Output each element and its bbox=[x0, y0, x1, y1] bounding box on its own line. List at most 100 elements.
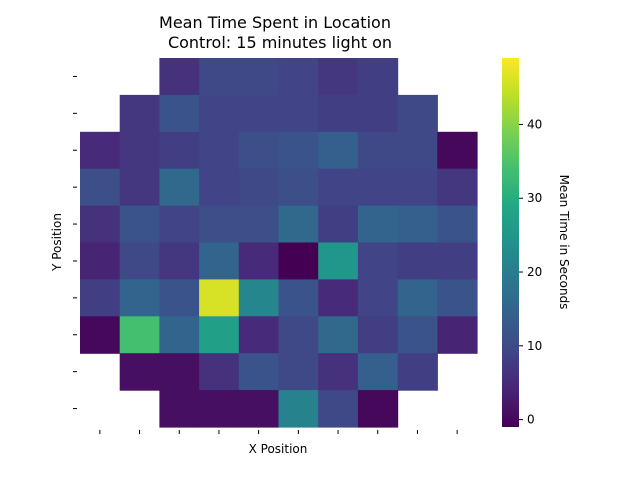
heatmap-cell bbox=[119, 279, 160, 317]
heatmap-cell bbox=[80, 279, 121, 317]
heatmap-cell bbox=[318, 205, 359, 244]
heatmap-cell bbox=[397, 131, 438, 170]
heatmap-cell bbox=[278, 279, 319, 317]
heatmap-cell bbox=[278, 168, 319, 207]
heatmap-cell bbox=[199, 279, 240, 317]
heatmap-cell bbox=[318, 131, 359, 170]
heatmap-cell bbox=[159, 94, 200, 133]
heatmap-cell bbox=[80, 205, 121, 244]
heatmap-cell bbox=[238, 242, 280, 280]
heatmap-cell bbox=[437, 242, 478, 280]
heatmap-cell bbox=[199, 94, 240, 133]
heatmap-cell bbox=[437, 168, 478, 207]
heatmap-cell bbox=[199, 168, 240, 207]
heatmap-cell bbox=[318, 242, 359, 280]
chart-title-line2: Control: 15 minutes light on bbox=[168, 33, 392, 52]
heatmap-cell bbox=[238, 168, 280, 207]
heatmap-cell bbox=[119, 316, 160, 354]
colorbar-label: Mean Time in Seconds bbox=[557, 175, 571, 310]
heatmap-cell bbox=[238, 316, 280, 354]
colorbar-tick-label: 20 bbox=[527, 265, 542, 279]
heatmap-cell bbox=[199, 353, 240, 391]
heatmap-cell bbox=[397, 242, 438, 280]
colorbar bbox=[502, 58, 519, 427]
heatmap-cell bbox=[357, 390, 399, 428]
heatmap-cell bbox=[119, 94, 160, 133]
heatmap-cell bbox=[437, 279, 478, 317]
heatmap-cell bbox=[278, 94, 319, 133]
colorbar-tick-label: 30 bbox=[527, 191, 542, 205]
heatmap-cell bbox=[159, 279, 200, 317]
heatmap-cell bbox=[238, 390, 280, 428]
heatmap-cell bbox=[80, 242, 121, 280]
heatmap-cell bbox=[199, 316, 240, 354]
heatmap-cell bbox=[119, 205, 160, 244]
heatmap-cell bbox=[238, 205, 280, 244]
heatmap-cell bbox=[199, 131, 240, 170]
heatmap-cell bbox=[119, 242, 160, 280]
colorbar-ticks: 0 10 20 30 40 bbox=[519, 117, 542, 427]
heatmap-cell bbox=[159, 242, 200, 280]
heatmap-cell bbox=[278, 316, 319, 354]
heatmap-cell bbox=[199, 242, 240, 280]
heatmap-cell bbox=[80, 168, 121, 207]
heatmap-cell bbox=[159, 390, 200, 428]
heatmap-cell bbox=[159, 205, 200, 244]
heatmap-cell bbox=[357, 205, 399, 244]
heatmap-cell bbox=[357, 94, 399, 133]
heatmap-cell bbox=[318, 353, 359, 391]
heatmap-cell bbox=[278, 131, 319, 170]
heatmap-cells bbox=[80, 58, 478, 428]
heatmap-cell bbox=[199, 58, 240, 96]
colorbar-tick-label: 10 bbox=[527, 339, 542, 353]
colorbar-tick-label: 40 bbox=[527, 117, 542, 131]
heatmap-cell bbox=[238, 131, 280, 170]
heatmap-cell bbox=[278, 353, 319, 391]
heatmap-cell bbox=[159, 58, 200, 96]
heatmap-cell bbox=[397, 316, 438, 354]
heatmap-cell bbox=[80, 131, 121, 170]
heatmap-cell bbox=[357, 242, 399, 280]
heatmap-cell bbox=[397, 94, 438, 133]
heatmap-cell bbox=[159, 131, 200, 170]
chart-title-line1: Mean Time Spent in Location bbox=[159, 13, 391, 32]
heatmap-cell bbox=[119, 353, 160, 391]
heatmap-cell bbox=[357, 316, 399, 354]
heatmap-cell bbox=[437, 131, 478, 170]
heatmap-cell bbox=[278, 390, 319, 428]
heatmap-cell bbox=[397, 168, 438, 207]
heatmap-cell bbox=[357, 131, 399, 170]
y-axis-label: Y Position bbox=[50, 213, 64, 272]
heatmap-cell bbox=[238, 279, 280, 317]
heatmap-cell bbox=[397, 353, 438, 391]
heatmap-cell bbox=[437, 205, 478, 244]
heatmap-cell bbox=[318, 168, 359, 207]
heatmap-cell bbox=[238, 353, 280, 391]
heatmap-cell bbox=[357, 353, 399, 391]
x-axis-label: X Position bbox=[249, 442, 308, 456]
heatmap-cell bbox=[278, 242, 319, 280]
heatmap-cell bbox=[437, 316, 478, 354]
heatmap-cell bbox=[318, 279, 359, 317]
heatmap-cell bbox=[397, 205, 438, 244]
heatmap-cell bbox=[119, 168, 160, 207]
heatmap-cell bbox=[318, 58, 359, 96]
heatmap-cell bbox=[238, 94, 280, 133]
heatmap-cell bbox=[357, 279, 399, 317]
heatmap-cell bbox=[119, 131, 160, 170]
heatmap-cell bbox=[357, 168, 399, 207]
y-axis-ticks bbox=[73, 75, 77, 410]
heatmap-cell bbox=[199, 205, 240, 244]
heatmap-cell bbox=[238, 58, 280, 96]
heatmap-cell bbox=[278, 58, 319, 96]
heatmap-cell bbox=[159, 353, 200, 391]
heatmap-cell bbox=[159, 316, 200, 354]
heatmap-cell bbox=[159, 168, 200, 207]
x-axis-ticks bbox=[99, 430, 458, 434]
heatmap-cell bbox=[318, 316, 359, 354]
heatmap-cell bbox=[278, 205, 319, 244]
heatmap-cell bbox=[318, 94, 359, 133]
heatmap-cell bbox=[318, 390, 359, 428]
heatmap-cell bbox=[357, 58, 399, 96]
